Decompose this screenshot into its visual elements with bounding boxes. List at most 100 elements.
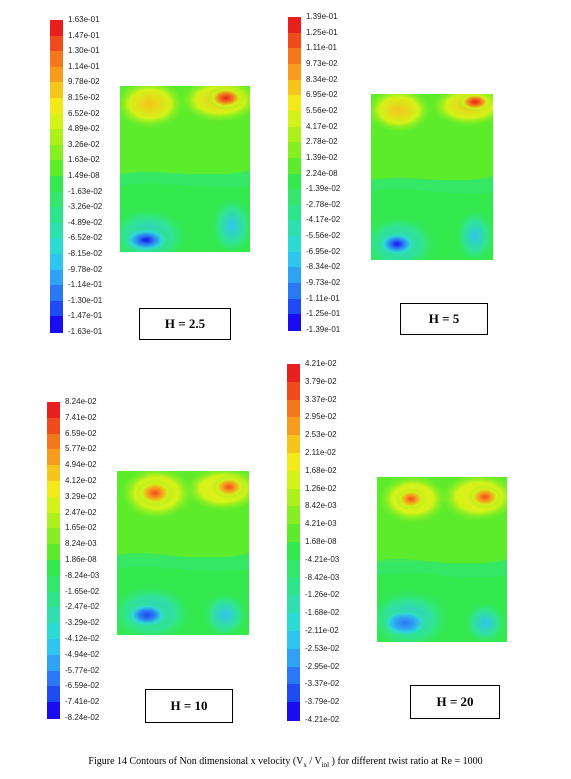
colorbar-cell — [287, 417, 300, 436]
colorbar-tick-label: -1.30e-01 — [68, 295, 103, 305]
colorbar-tick-label: 4.12e-02 — [65, 476, 97, 485]
twist-ratio-label-h20: H = 20 — [410, 685, 500, 719]
colorbar-cell — [287, 542, 300, 561]
colorbar-cell — [47, 433, 60, 450]
colorbar-tick-label: 2.11e-02 — [305, 448, 336, 457]
colorbar-cell — [50, 176, 63, 193]
colorbar-h5: 1.39e-01 1.25e-01 1.11e-01 9.73e-02 8.34e-02… — [288, 13, 358, 334]
colorbar-cell — [47, 591, 60, 608]
colorbar-cell — [50, 20, 63, 37]
colorbar-tick-label: 1.63e-02 — [68, 155, 100, 165]
caption-sub-x: x — [303, 761, 307, 769]
colorbar-tick-label: -5.56e-02 — [306, 231, 341, 241]
colorbar-cell — [287, 595, 300, 614]
colorbar-tick-label: -4.94e-02 — [65, 649, 100, 659]
colorbar-tick-label: 8.34e-02 — [306, 74, 338, 84]
colorbar-tick-label: 4.21e-02 — [305, 359, 337, 368]
colorbar-cell — [47, 512, 60, 529]
colorbar-tick-label: 3.37e-02 — [305, 394, 337, 404]
colorbar-tick-label: -2.78e-02 — [306, 199, 341, 209]
colorbar-cell — [47, 686, 60, 703]
colorbar-cell — [287, 381, 300, 401]
colorbar-cell — [288, 283, 301, 300]
colorbar-cell — [287, 524, 300, 543]
colorbar-cell — [50, 66, 63, 83]
colorbar-tick-label: 2.47e-02 — [65, 507, 97, 517]
colorbar-cell — [288, 298, 301, 315]
colorbar-tick-label: 1.65e-02 — [65, 523, 97, 533]
twist-ratio-label-h2-5: H = 2.5 — [139, 308, 231, 340]
colorbar-h2-5: 1.63e-01 1.47e-01 1.30e-01 1.14e-01 9.78e-02… — [50, 16, 120, 336]
colorbar-tick-label: 9.73e-02 — [306, 58, 338, 68]
colorbar-tick-label: -6.59e-02 — [65, 681, 100, 691]
colorbar-tick-label: -4.17e-02 — [306, 215, 341, 225]
colorbar-cell — [288, 314, 301, 331]
colorbar-cell — [287, 470, 300, 490]
colorbar-tick-label: 6.59e-02 — [65, 428, 97, 438]
colorbar-tick-label: 8.15e-02 — [68, 93, 100, 102]
colorbar-h20: 4.21e-02 3.79e-02 3.37e-02 2.95e-02 2.53e-02… — [287, 360, 357, 724]
colorbar-cell — [288, 220, 301, 237]
colorbar-cell — [287, 364, 300, 383]
colorbar-tick-label: 4.17e-02 — [306, 121, 338, 131]
colorbar-cell — [288, 110, 301, 128]
colorbar-tick-label: -4.12e-02 — [65, 634, 100, 643]
colorbar-tick-label: -1.65e-02 — [65, 586, 100, 596]
colorbar-cell — [288, 251, 301, 268]
colorbar-tick-label: 1.39e-02 — [306, 152, 338, 162]
colorbar-tick-label: 1.26e-02 — [305, 483, 337, 493]
colorbar-tick-label: -3.26e-02 — [68, 202, 103, 212]
colorbar-tick-label: -9.78e-02 — [68, 264, 103, 274]
colorbar-cell — [47, 607, 60, 624]
colorbar-tick-label: -8.24e-02 — [65, 713, 100, 722]
caption-prefix: Figure 14 Contours of Non dimensional x … — [88, 756, 304, 767]
colorbar-tick-label: 1.86e-08 — [65, 555, 97, 564]
twist-ratio-label-h10: H = 10 — [145, 689, 233, 723]
colorbar-cell — [287, 435, 300, 454]
colorbar-tick-label: 2.95e-02 — [305, 412, 337, 422]
colorbar-tick-label: 2.78e-02 — [306, 137, 338, 147]
colorbar-cell — [47, 575, 60, 593]
colorbar-cell — [47, 402, 60, 419]
colorbar-tick-label: 5.77e-02 — [65, 444, 97, 454]
colorbar-cell — [47, 449, 60, 466]
colorbar-tick-label: -8.42e-03 — [305, 572, 340, 582]
colorbar-cell — [47, 654, 60, 672]
colorbar-tick-label: -3.29e-02 — [65, 618, 100, 628]
colorbar-cell — [288, 17, 301, 34]
contour-plot-h20 — [377, 477, 507, 642]
colorbar-tick-label: 3.26e-02 — [68, 139, 100, 149]
colorbar-cell — [288, 126, 301, 143]
colorbar-cell — [50, 191, 63, 208]
colorbar-cell — [50, 316, 63, 333]
colorbar-tick-label: -4.21e-03 — [305, 554, 340, 564]
twist-ratio-label-h5: H = 5 — [400, 303, 488, 335]
colorbar-cell — [50, 144, 63, 161]
colorbar-cell — [288, 142, 301, 159]
colorbar-cell — [50, 269, 63, 286]
colorbar-cell — [287, 399, 300, 418]
colorbar-tick-label: -7.41e-02 — [65, 697, 100, 707]
colorbar-tick-label: -2.95e-02 — [305, 661, 340, 671]
colorbar-cell — [288, 32, 301, 49]
colorbar-cell — [50, 285, 63, 302]
colorbar-cell — [47, 623, 60, 640]
colorbar-cell — [288, 157, 301, 175]
colorbar-tick-label: 1.14e-01 — [68, 61, 100, 71]
colorbar-cell — [287, 453, 300, 472]
colorbar-cell — [288, 48, 301, 65]
colorbar-tick-label: 1.30e-01 — [68, 46, 100, 56]
caption-suffix: ) for different twist ratio at Re = 1000 — [329, 756, 483, 767]
colorbar-cell — [47, 465, 60, 482]
colorbar-tick-label: -1.63e-01 — [68, 327, 103, 336]
colorbar-tick-label: -1.26e-02 — [305, 590, 340, 600]
colorbar-cell — [47, 417, 60, 435]
colorbar-cell — [50, 129, 63, 146]
colorbar-cell — [287, 488, 300, 507]
colorbar-cell — [287, 666, 300, 685]
colorbar-cell — [287, 577, 300, 596]
colorbar-tick-label: 1.11e-01 — [306, 43, 337, 53]
colorbar-tick-label: -8.15e-02 — [68, 249, 103, 258]
colorbar-tick-label: -1.68e-02 — [305, 608, 340, 618]
colorbar-cell — [47, 560, 60, 577]
